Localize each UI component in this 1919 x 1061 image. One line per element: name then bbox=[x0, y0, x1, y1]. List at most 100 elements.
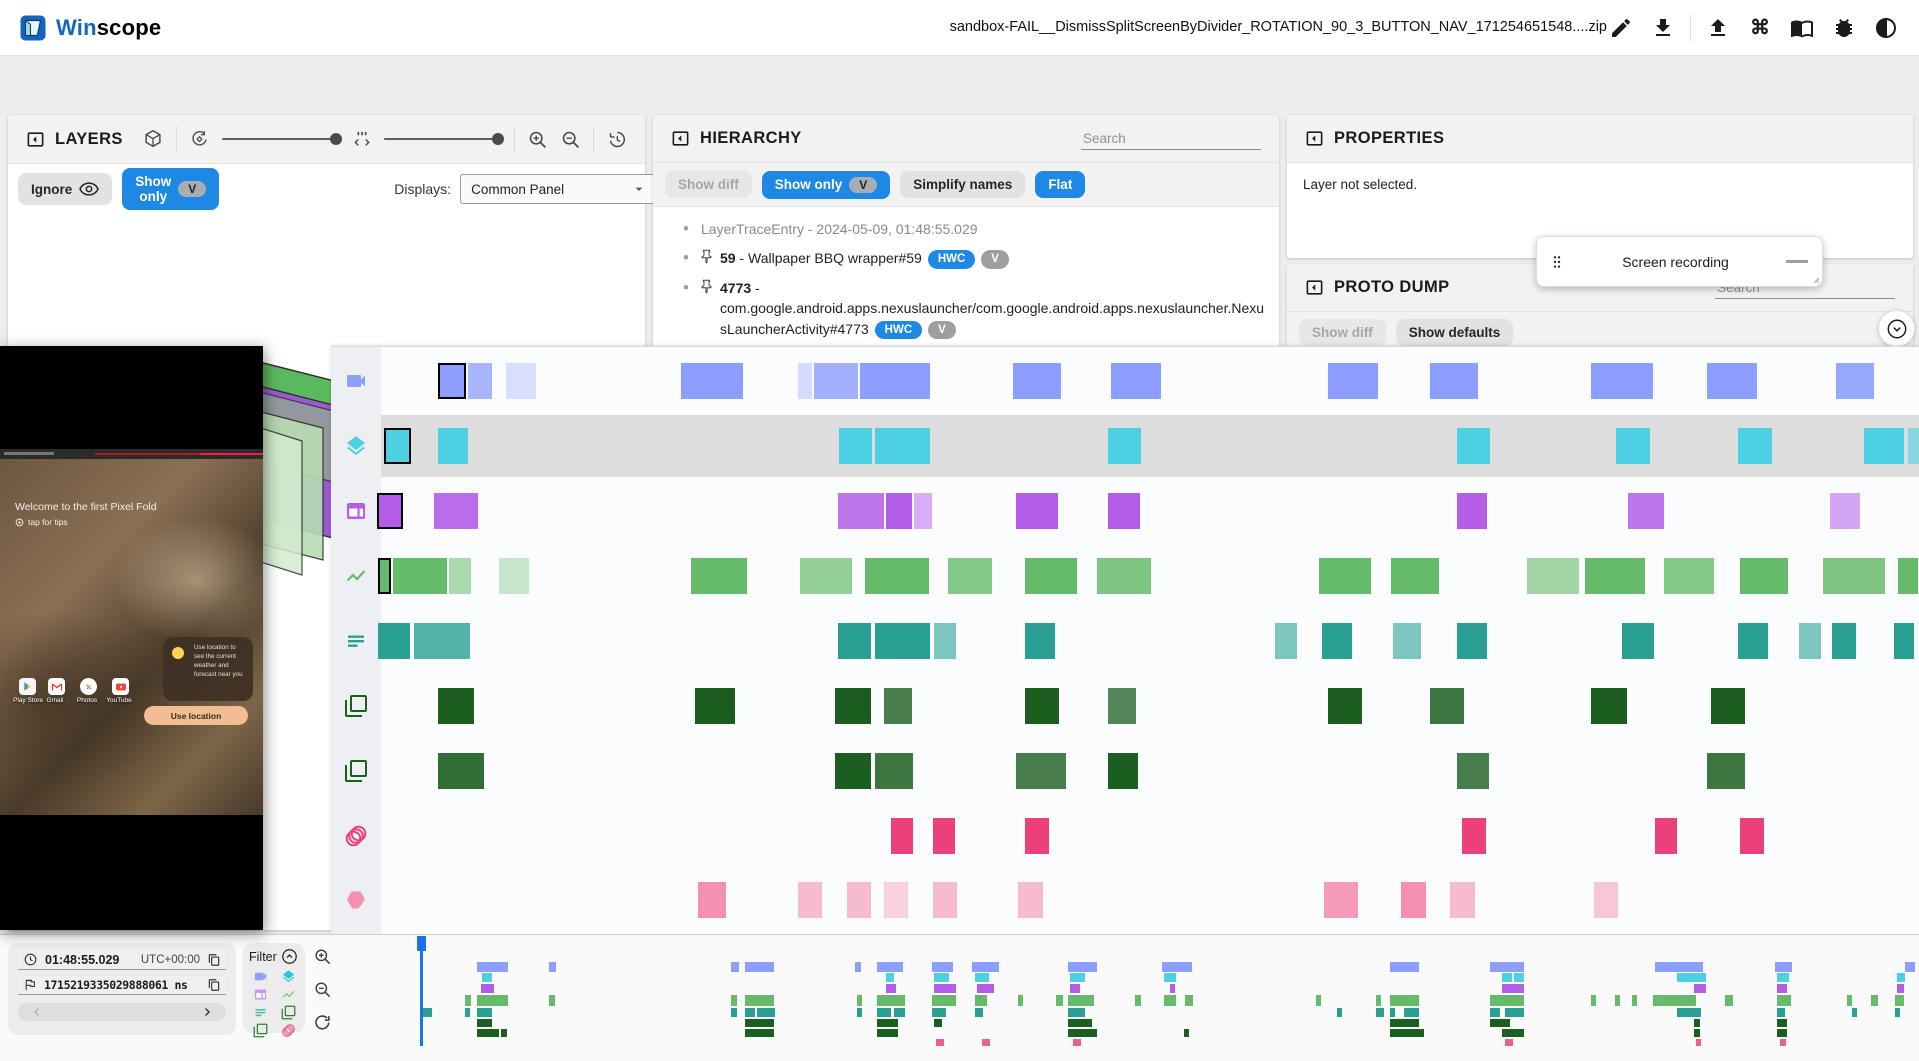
simplify-names-button[interactable]: Simplify names bbox=[900, 171, 1026, 198]
show-defaults-button[interactable]: Show defaults bbox=[1395, 318, 1514, 346]
timeline-block[interactable] bbox=[1430, 363, 1478, 399]
filter-protolog-icon[interactable] bbox=[253, 1005, 268, 1020]
timeline-block[interactable] bbox=[1025, 688, 1059, 724]
collapse-panel-fab[interactable] bbox=[1878, 310, 1915, 347]
rotation-slider[interactable] bbox=[222, 132, 342, 145]
timeline-block[interactable] bbox=[933, 818, 955, 854]
timeline-block[interactable] bbox=[875, 428, 930, 464]
timeline-block[interactable] bbox=[1013, 363, 1061, 399]
timeline-block[interactable] bbox=[1707, 363, 1757, 399]
timeline-block[interactable] bbox=[1016, 753, 1066, 789]
timeline-block[interactable] bbox=[434, 493, 478, 529]
timeline-block[interactable] bbox=[449, 558, 471, 594]
screen-recording-preview[interactable]: Welcome to the first Pixel Fold tap for … bbox=[0, 346, 263, 930]
timeline-block-selected[interactable] bbox=[438, 363, 466, 399]
timeline-block[interactable] bbox=[835, 688, 871, 724]
edit-file-button[interactable] bbox=[1604, 12, 1638, 44]
timeline-block[interactable] bbox=[934, 623, 956, 659]
timeline-block[interactable] bbox=[681, 363, 743, 399]
timeline-block[interactable] bbox=[1108, 688, 1136, 724]
timeline-block[interactable] bbox=[875, 753, 913, 789]
timeline-block[interactable] bbox=[1823, 558, 1885, 594]
copy-icon[interactable] bbox=[207, 953, 221, 967]
timeline-block[interactable] bbox=[695, 688, 735, 724]
prev-frame-button[interactable] bbox=[30, 1005, 44, 1019]
timeline-block[interactable] bbox=[499, 558, 529, 594]
timeline-block[interactable] bbox=[798, 882, 822, 918]
timeline-block[interactable] bbox=[414, 623, 470, 659]
timeline-block[interactable] bbox=[886, 493, 912, 529]
documentation-button[interactable] bbox=[1785, 12, 1819, 44]
zoom-out-icon[interactable] bbox=[560, 129, 581, 150]
timeline-block[interactable] bbox=[1664, 558, 1714, 594]
panel-collapse-icon[interactable] bbox=[671, 129, 690, 148]
hierarchy-search-input[interactable] bbox=[1081, 127, 1261, 150]
ignore-filter-button[interactable]: Ignore bbox=[18, 173, 113, 205]
panel-collapse-icon[interactable] bbox=[1305, 278, 1324, 297]
timeline-block[interactable] bbox=[1462, 818, 1486, 854]
timeline-block[interactable] bbox=[1830, 493, 1860, 529]
timeline-block[interactable] bbox=[438, 428, 468, 464]
timeline-block[interactable] bbox=[1108, 428, 1141, 464]
timeline-block[interactable] bbox=[1018, 882, 1043, 918]
timeline-block[interactable] bbox=[884, 688, 912, 724]
timeline-block[interactable] bbox=[1457, 623, 1487, 659]
timeline-block-selected[interactable] bbox=[384, 428, 411, 464]
timeline-block[interactable] bbox=[1016, 493, 1058, 529]
timeline-block[interactable] bbox=[1328, 688, 1362, 724]
copy-icon[interactable] bbox=[207, 978, 221, 992]
timeline-block[interactable] bbox=[378, 623, 410, 659]
tree-node-59[interactable]: • 59 - Wallpaper BBQ wrapper#59 HWC V bbox=[683, 248, 1265, 270]
timeline-cursor-handle[interactable] bbox=[416, 936, 426, 951]
timeline-block[interactable] bbox=[1108, 493, 1140, 529]
timeline-block[interactable] bbox=[1457, 428, 1490, 464]
timeline-block[interactable] bbox=[1622, 623, 1654, 659]
resize-handle-icon[interactable] bbox=[1808, 272, 1820, 284]
timeline-block[interactable] bbox=[1655, 818, 1677, 854]
timeline-block[interactable] bbox=[865, 558, 929, 594]
timeline-block[interactable] bbox=[798, 363, 812, 399]
tree-root-entry[interactable]: • LayerTraceEntry - 2024-05-09, 01:48:55.… bbox=[683, 219, 978, 238]
report-bug-button[interactable] bbox=[1827, 12, 1861, 44]
timeline-block-selected[interactable] bbox=[378, 558, 391, 594]
play-store-icon[interactable] bbox=[19, 678, 36, 695]
next-frame-button[interactable] bbox=[200, 1005, 214, 1019]
filter-layers-icon[interactable] bbox=[281, 969, 296, 984]
timeline-block[interactable] bbox=[1628, 493, 1664, 529]
timeline-block[interactable] bbox=[1711, 688, 1745, 724]
timeline-block[interactable] bbox=[438, 688, 474, 724]
timeline-block[interactable] bbox=[1401, 882, 1426, 918]
minimize-icon[interactable] bbox=[1786, 260, 1808, 263]
drag-handle-icon[interactable] bbox=[1549, 253, 1565, 271]
download-button[interactable] bbox=[1646, 12, 1680, 44]
timeline-block[interactable] bbox=[1836, 363, 1874, 399]
timeline-block[interactable] bbox=[1393, 623, 1421, 659]
timeline-block[interactable] bbox=[1740, 818, 1764, 854]
show-diff-button[interactable]: Show diff bbox=[665, 171, 752, 198]
filter-transitions-icon[interactable] bbox=[281, 1023, 296, 1038]
reset-view-icon[interactable] bbox=[606, 129, 627, 150]
timeline-block[interactable] bbox=[1707, 753, 1745, 789]
filter-transactions-icon[interactable] bbox=[281, 987, 296, 1002]
timeline-block[interactable] bbox=[1322, 623, 1352, 659]
filter-wm-icon[interactable] bbox=[253, 987, 268, 1002]
timeline-block[interactable] bbox=[438, 753, 484, 789]
dark-mode-toggle[interactable] bbox=[1869, 12, 1903, 44]
timeline-block[interactable] bbox=[835, 753, 871, 789]
timeline-block[interactable] bbox=[814, 363, 858, 399]
timeline-block[interactable] bbox=[1097, 558, 1151, 594]
timeline-block[interactable] bbox=[838, 623, 871, 659]
video-scrubber[interactable] bbox=[0, 449, 263, 459]
timeline-block[interactable] bbox=[1457, 493, 1487, 529]
timeline-block[interactable] bbox=[1894, 623, 1914, 659]
timeline-block[interactable] bbox=[1740, 558, 1788, 594]
filter-viewcapture-icon[interactable] bbox=[253, 1023, 268, 1038]
timeline-block[interactable] bbox=[1527, 558, 1579, 594]
timeline-block[interactable] bbox=[1319, 558, 1371, 594]
timeline-block[interactable] bbox=[1616, 428, 1650, 464]
timeline-block[interactable] bbox=[691, 558, 747, 594]
pin-icon[interactable] bbox=[699, 249, 714, 264]
timeline-block[interactable] bbox=[800, 558, 852, 594]
timeline-block[interactable] bbox=[1328, 363, 1378, 399]
timeline-block[interactable] bbox=[1457, 753, 1489, 789]
